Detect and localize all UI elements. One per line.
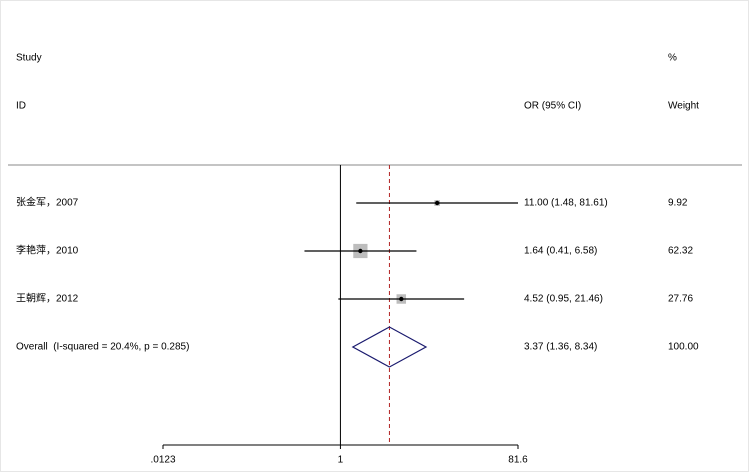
weight-label: 62.32 bbox=[668, 246, 693, 257]
ci-label: 3.37 (1.36, 8.34) bbox=[524, 342, 597, 353]
point bbox=[358, 248, 363, 254]
x-tick-label: .0123 bbox=[150, 455, 175, 466]
ci-label: 1.64 (0.41, 6.58) bbox=[524, 246, 597, 257]
x-tick-label: 1 bbox=[338, 455, 344, 466]
weight-label: 27.76 bbox=[668, 294, 693, 305]
point bbox=[399, 296, 404, 302]
header-study: Study bbox=[16, 53, 42, 64]
ci-label: 11.00 (1.48, 81.61) bbox=[524, 198, 608, 209]
header-ci: OR (95% CI) bbox=[524, 101, 581, 112]
point bbox=[434, 200, 440, 206]
x-tick-label: 81.6 bbox=[508, 455, 528, 466]
ci-label: 4.52 (0.95, 21.46) bbox=[524, 294, 603, 305]
header-id: ID bbox=[16, 101, 26, 112]
weight-label: 100.00 bbox=[668, 342, 699, 353]
header-weight: Weight bbox=[668, 101, 699, 112]
overall-label: Overall (I-squared = 20.4%, p = 0.285) bbox=[16, 342, 189, 353]
study-label: 王朝辉，2012 bbox=[16, 293, 79, 305]
diamond bbox=[351, 326, 428, 368]
study-label: 李艳萍，2010 bbox=[16, 244, 79, 257]
study-label: 张金军，2007 bbox=[16, 196, 79, 209]
weight-label: 9.92 bbox=[668, 198, 688, 209]
header-percent: % bbox=[668, 53, 677, 64]
